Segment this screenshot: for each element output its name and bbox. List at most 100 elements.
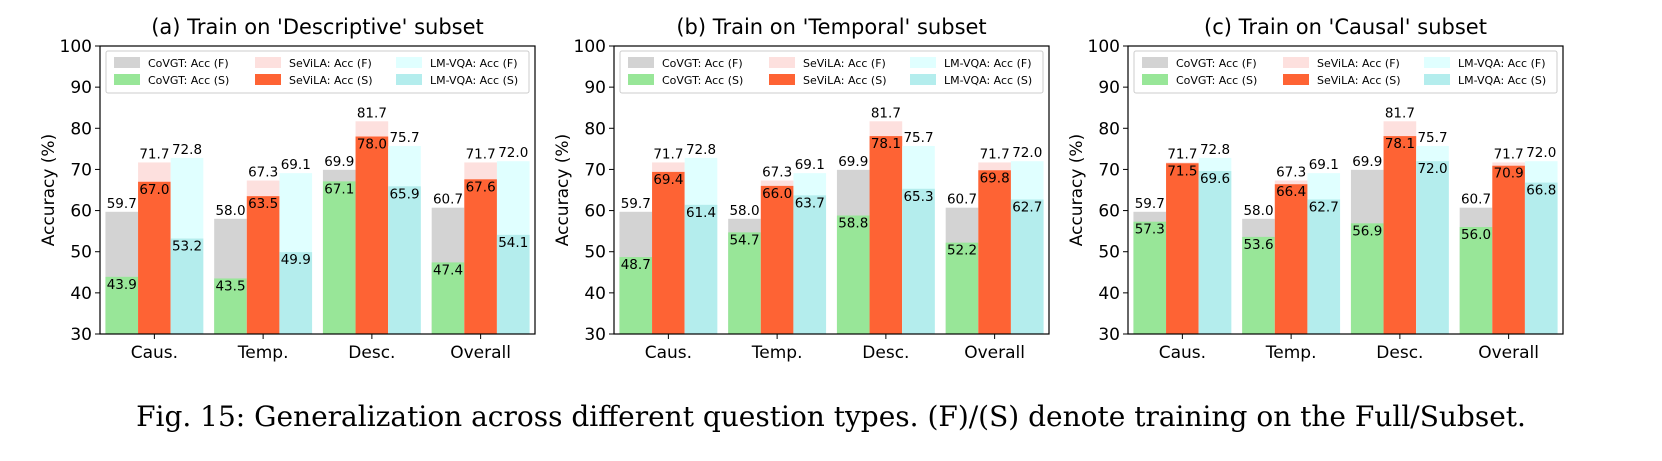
figure-charts: 59.7 43.9 71.7 67.0 72.8 53.2 58.0 43.5 67.3 63.5… — [39, 15, 1564, 363]
legend-swatch-lm-vqa-acc-f — [396, 57, 422, 68]
data-label-sevila-f-caus: 71.7 — [139, 146, 169, 162]
legend-swatch-sevila-acc-s — [255, 74, 281, 85]
legend-label-covgt-acc-s: CoVGT: Acc (S) — [148, 74, 229, 87]
data-label-covgt-s-desc: 56.9 — [1352, 223, 1382, 239]
bar-covgt-s-caus — [105, 276, 139, 334]
y-tick-label: 50 — [584, 243, 606, 263]
data-label-lm-vqa-f-desc: 75.7 — [1417, 130, 1447, 146]
bar-lm-vqa-s-temp — [1307, 199, 1341, 334]
data-label-covgt-s-overall: 47.4 — [433, 262, 463, 278]
y-tick-label: 70 — [1098, 160, 1120, 180]
bar-sevila-s-temp — [1274, 184, 1308, 334]
y-tick-label: 70 — [584, 160, 606, 180]
data-label-sevila-s-overall: 69.8 — [980, 170, 1010, 186]
legend: CoVGT: Acc (F) CoVGT: Acc (S) SeViLA: Acc … — [619, 50, 1044, 94]
legend-label-covgt-acc-f: CoVGT: Acc (F) — [662, 57, 743, 70]
data-label-covgt-s-desc: 67.1 — [324, 181, 354, 197]
data-label-lm-vqa-f-temp: 69.1 — [281, 157, 311, 173]
bar-sevila-s-caus — [652, 171, 685, 334]
data-label-lm-vqa-s-temp: 63.7 — [795, 195, 825, 211]
legend-label-covgt-acc-s: CoVGT: Acc (S) — [662, 74, 743, 87]
data-label-covgt-f-temp: 58.0 — [729, 203, 759, 219]
legend-swatch-covgt-acc-f — [628, 57, 654, 68]
panel-title: (b) Train on 'Temporal' subset — [676, 15, 986, 39]
bar-lm-vqa-s-temp — [793, 195, 827, 334]
data-label-covgt-f-desc: 69.9 — [1352, 154, 1382, 170]
chart-panel-1: 59.7 43.9 71.7 67.0 72.8 53.2 58.0 43.5 67.3 63.5… — [39, 15, 536, 363]
y-tick-label: 30 — [1098, 325, 1120, 345]
bar-lm-vqa-s-desc — [1416, 161, 1449, 334]
data-label-sevila-s-caus: 71.5 — [1167, 163, 1197, 179]
bar-sevila-s-overall — [1492, 165, 1525, 334]
data-label-sevila-f-caus: 71.7 — [653, 146, 683, 162]
data-label-lm-vqa-s-caus: 61.4 — [686, 205, 716, 221]
data-label-lm-vqa-s-desc: 65.3 — [903, 189, 933, 205]
data-label-sevila-s-temp: 63.5 — [248, 196, 278, 212]
data-label-lm-vqa-s-desc: 72.0 — [1417, 161, 1447, 177]
legend-label-sevila-acc-f: SeViLA: Acc (F) — [803, 57, 886, 70]
data-label-lm-vqa-s-overall: 54.1 — [498, 235, 528, 251]
bar-lm-vqa-s-caus — [170, 238, 204, 334]
legend-label-lm-vqa-acc-f: LM-VQA: Acc (F) — [430, 57, 518, 70]
data-label-sevila-s-desc: 78.1 — [1385, 136, 1415, 152]
bar-lm-vqa-s-caus — [1198, 171, 1232, 334]
bar-lm-vqa-s-caus — [684, 204, 718, 334]
bar-covgt-s-temp — [1242, 236, 1275, 334]
x-tick-label: Desc. — [1376, 343, 1423, 363]
legend-label-sevila-acc-s: SeViLA: Acc (S) — [289, 74, 373, 87]
data-label-lm-vqa-s-desc: 65.9 — [389, 186, 419, 202]
bar-covgt-s-overall — [431, 262, 465, 334]
data-label-covgt-f-overall: 60.7 — [1461, 192, 1491, 208]
legend-label-sevila-acc-f: SeViLA: Acc (F) — [289, 57, 372, 70]
data-label-covgt-s-caus: 48.7 — [621, 257, 651, 273]
data-label-covgt-f-caus: 59.7 — [621, 196, 651, 212]
plot-frame — [613, 45, 1050, 335]
bar-lm-vqa-s-overall — [496, 234, 530, 334]
data-label-lm-vqa-f-caus: 72.8 — [172, 142, 202, 158]
legend-swatch-covgt-acc-f — [1142, 57, 1168, 68]
bar-sevila-s-overall — [464, 179, 497, 334]
legend-swatch-covgt-acc-s — [628, 74, 654, 85]
data-label-sevila-f-overall: 71.7 — [980, 146, 1010, 162]
chart-panel-2: 59.7 48.7 71.7 69.472.8 61.4 58.0 54.7 67.3 66.0… — [553, 15, 1050, 363]
y-tick-label: 90 — [584, 78, 606, 98]
x-tick-label: Caus. — [1159, 343, 1206, 363]
legend-swatch-covgt-acc-s — [1142, 74, 1168, 85]
x-tick-label: Temp. — [237, 343, 289, 363]
y-tick-label: 90 — [1098, 78, 1120, 98]
x-tick-label: Caus. — [131, 343, 178, 363]
bar-sevila-s-temp — [246, 196, 280, 334]
legend-swatch-covgt-acc-f — [114, 57, 140, 68]
panel-title: (a) Train on 'Descriptive' subset — [151, 15, 484, 39]
legend-swatch-lm-vqa-acc-s — [396, 74, 422, 85]
data-label-lm-vqa-f-caus: 72.8 — [1200, 142, 1230, 158]
legend-swatch-lm-vqa-acc-f — [910, 57, 936, 68]
bar-sevila-s-overall — [978, 170, 1011, 334]
bar-sevila-s-desc — [1383, 136, 1417, 334]
x-tick-label: Temp. — [1265, 343, 1317, 363]
data-label-lm-vqa-f-temp: 69.1 — [795, 157, 825, 173]
data-label-covgt-f-caus: 59.7 — [107, 196, 137, 212]
legend-swatch-sevila-acc-s — [1283, 74, 1309, 85]
data-label-sevila-f-desc: 81.7 — [357, 105, 387, 121]
bar-sevila-s-desc — [869, 136, 903, 334]
bar-sevila-s-caus — [138, 181, 171, 334]
data-label-lm-vqa-f-desc: 75.7 — [389, 130, 419, 146]
data-label-sevila-s-temp: 66.0 — [762, 186, 792, 202]
x-tick-label: Overall — [1478, 343, 1539, 363]
data-label-lm-vqa-s-temp: 62.7 — [1309, 199, 1339, 215]
legend-label-lm-vqa-acc-s: LM-VQA: Acc (S) — [944, 74, 1032, 87]
y-axis-title: Accuracy (%) — [553, 134, 573, 246]
data-label-covgt-s-temp: 54.7 — [729, 232, 759, 248]
data-label-covgt-s-caus: 57.3 — [1135, 222, 1165, 238]
bar-sevila-s-caus — [1166, 163, 1199, 334]
bar-lm-vqa-s-overall — [1010, 199, 1044, 334]
legend-box — [619, 50, 1044, 94]
x-tick-label: Overall — [964, 343, 1025, 363]
data-label-lm-vqa-f-desc: 75.7 — [903, 130, 933, 146]
data-label-sevila-s-caus: 67.0 — [139, 182, 169, 198]
data-label-covgt-f-desc: 69.9 — [324, 154, 354, 170]
legend-swatch-sevila-acc-f — [255, 57, 281, 68]
data-label-sevila-s-overall: 67.6 — [466, 179, 496, 195]
data-label-sevila-s-caus: 69.4 — [653, 172, 683, 188]
